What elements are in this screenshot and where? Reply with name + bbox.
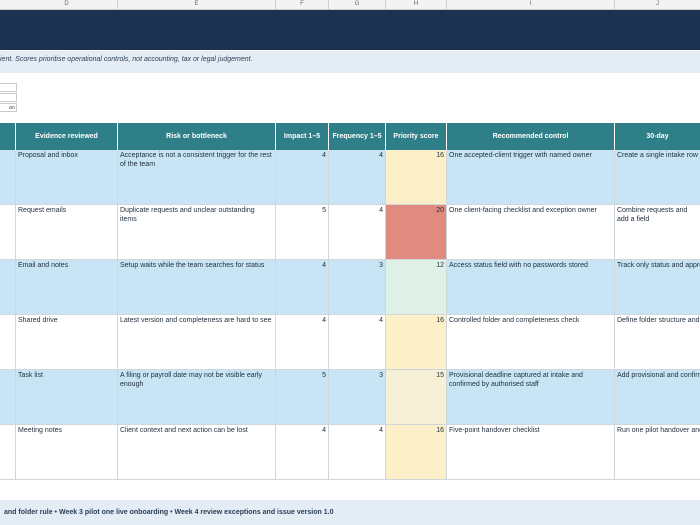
priority-cell[interactable]: 12	[386, 260, 447, 314]
risk-cell[interactable]: Client context and next action can be lo…	[118, 425, 276, 479]
column-letter-g[interactable]: G	[329, 0, 386, 9]
header-priority[interactable]: Priority score	[386, 123, 447, 150]
row-index-cell[interactable]	[0, 205, 16, 259]
row-index-cell[interactable]	[0, 315, 16, 369]
header-cell-blank[interactable]	[0, 123, 16, 150]
table-row: Proposal and inbox Acceptance is not a c…	[0, 150, 700, 205]
input-cell-2[interactable]	[0, 93, 17, 102]
control-cell[interactable]: Provisional deadline captured at intake …	[447, 370, 615, 424]
column-letter-h[interactable]: H	[386, 0, 447, 9]
evidence-cell[interactable]: Meeting notes	[16, 425, 118, 479]
risk-cell[interactable]: A filing or payroll date may not be visi…	[118, 370, 276, 424]
thirty-day-cell[interactable]: Define folder structure and na	[617, 317, 700, 324]
column-letter-i[interactable]: I	[447, 0, 615, 9]
table-header	[0, 123, 700, 150]
input-cell-3[interactable]: an	[0, 103, 17, 112]
evidence-cell[interactable]: Request emails	[16, 205, 118, 259]
column-letter-f[interactable]: F	[276, 0, 329, 9]
thirty-day-cell[interactable]: Add provisional and confirme	[617, 372, 700, 379]
header-thirty-day[interactable]: 30-day	[646, 133, 669, 140]
frequency-cell[interactable]: 4	[329, 425, 386, 479]
frequency-cell[interactable]: 4	[329, 205, 386, 259]
table-row: Meeting notes Client context and next ac…	[0, 425, 700, 480]
impact-cell[interactable]: 4	[276, 315, 329, 369]
risk-cell[interactable]: Acceptance is not a consistent trigger f…	[118, 150, 276, 204]
priority-cell[interactable]: 15	[386, 370, 447, 424]
priority-cell[interactable]: 20	[386, 205, 447, 259]
evidence-cell[interactable]: Proposal and inbox	[16, 150, 118, 204]
impact-cell[interactable]: 4	[276, 260, 329, 314]
impact-cell[interactable]: 4	[276, 150, 329, 204]
priority-cell[interactable]: 16	[386, 425, 447, 479]
header-impact[interactable]: Impact 1–5	[276, 123, 329, 150]
frequency-cell[interactable]: 3	[329, 260, 386, 314]
scoring-note: ient. Scores prioritise operational cont…	[0, 51, 700, 73]
row-index-cell[interactable]	[0, 260, 16, 314]
table-row: Task list A filing or payroll date may n…	[0, 370, 700, 425]
control-cell[interactable]: Access status field with no passwords st…	[447, 260, 615, 314]
thirty-day-cell[interactable]: Track only status and approv	[617, 262, 700, 269]
control-cell[interactable]: Five-point handover checklist	[447, 425, 615, 479]
table-row: Email and notes Setup waits while the te…	[0, 260, 700, 315]
table-row: Request emails Duplicate requests and un…	[0, 205, 700, 260]
priority-cell[interactable]: 16	[386, 315, 447, 369]
input-cell-1[interactable]	[0, 83, 17, 92]
frequency-cell[interactable]: 4	[329, 150, 386, 204]
header-risk[interactable]: Risk or bottleneck	[118, 123, 276, 150]
column-header-strip: D E F G H I J	[0, 0, 700, 10]
column-letter-j[interactable]: J	[656, 1, 659, 7]
priority-cell[interactable]: 16	[386, 150, 447, 204]
thirty-day-cell[interactable]: Combine requests and add a field	[617, 207, 688, 223]
risk-cell[interactable]: Setup waits while the team searches for …	[118, 260, 276, 314]
impact-cell[interactable]: 4	[276, 425, 329, 479]
table-row: Shared drive Latest version and complete…	[0, 315, 700, 370]
control-cell[interactable]: Controlled folder and completeness check	[447, 315, 615, 369]
impact-cell[interactable]: 5	[276, 370, 329, 424]
frequency-cell[interactable]: 3	[329, 370, 386, 424]
row-index-cell[interactable]	[0, 150, 16, 204]
column-letter-e[interactable]: E	[118, 0, 276, 9]
risk-cell[interactable]: Latest version and completeness are hard…	[118, 315, 276, 369]
row-index-cell[interactable]	[0, 425, 16, 479]
risk-cell[interactable]: Duplicate requests and unclear outstandi…	[118, 205, 276, 259]
evidence-cell[interactable]: Shared drive	[16, 315, 118, 369]
impact-cell[interactable]: 5	[276, 205, 329, 259]
control-cell[interactable]: One accepted-client trigger with named o…	[447, 150, 615, 204]
control-cell[interactable]: One client-facing checklist and exceptio…	[447, 205, 615, 259]
header-frequency[interactable]: Frequency 1–5	[329, 123, 386, 150]
header-evidence[interactable]: Evidence reviewed	[16, 123, 118, 150]
roadmap-footer: and folder rule • Week 3 pilot one live …	[0, 500, 700, 525]
frequency-cell[interactable]: 4	[329, 315, 386, 369]
thirty-day-cell[interactable]: Run one pilot handover and a	[617, 427, 700, 434]
column-letter-d[interactable]: D	[16, 0, 118, 9]
row-index-cell[interactable]	[0, 370, 16, 424]
evidence-cell[interactable]: Task list	[16, 370, 118, 424]
header-control[interactable]: Recommended control	[447, 123, 615, 150]
evidence-cell[interactable]: Email and notes	[16, 260, 118, 314]
thirty-day-cell[interactable]: Create a single intake row wh	[617, 152, 700, 159]
title-band	[0, 10, 700, 50]
